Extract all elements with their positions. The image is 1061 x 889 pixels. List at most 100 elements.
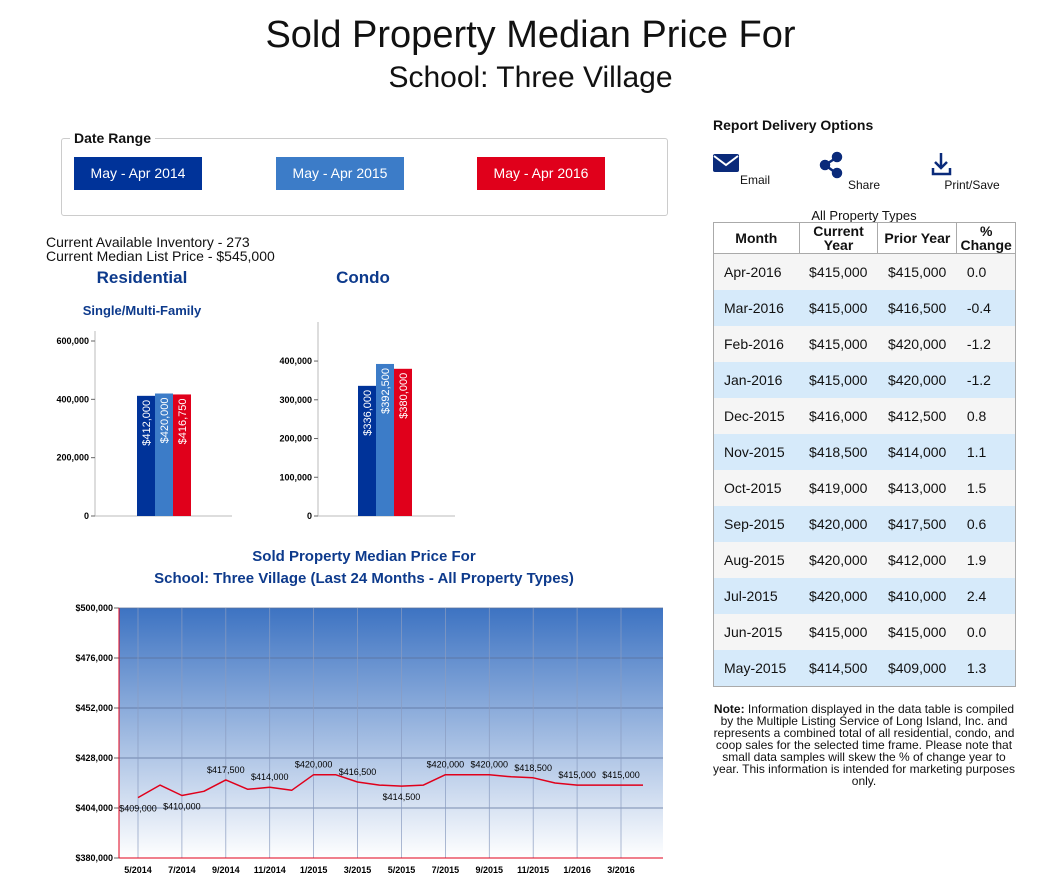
table-cell: $420,000 — [877, 362, 957, 398]
table-caption: All Property Types — [811, 208, 917, 223]
x-tick-label: 3/2015 — [344, 865, 372, 875]
table-cell: $420,000 — [799, 506, 878, 542]
data-label: $415,000 — [558, 770, 596, 780]
y-tick-label: $428,000 — [75, 753, 113, 763]
table-cell: -1.2 — [956, 326, 1016, 362]
table-cell: $415,000 — [799, 614, 878, 650]
delivery-icons — [713, 151, 952, 179]
page-title: Sold Property Median Price For — [265, 14, 796, 56]
table-cell: Jun-2015 — [713, 614, 800, 650]
date-range-button[interactable]: May - Apr 2015 — [276, 157, 404, 190]
chart-title: Condo — [336, 268, 390, 287]
table-cell: $415,000 — [799, 362, 878, 398]
table-cell: -1.2 — [956, 362, 1016, 398]
x-tick-label: 1/2015 — [300, 865, 328, 875]
table-row: Aug-2015 $420,000 $412,000 1.9 — [713, 542, 1016, 578]
bar — [155, 393, 173, 516]
data-label: $414,000 — [251, 772, 289, 782]
table-cell: 2.4 — [956, 578, 1016, 614]
x-tick-label: 7/2014 — [168, 865, 196, 875]
table-row: May-2015 $414,500 $409,000 1.3 — [713, 650, 1016, 687]
table-cell: $412,500 — [877, 398, 957, 434]
data-label: $417,500 — [207, 765, 245, 775]
table-row: Apr-2016 $415,000 $415,000 0.0 — [713, 253, 1016, 290]
delivery-option[interactable]: Share — [847, 178, 881, 192]
y-tick-label: 300,000 — [279, 395, 312, 405]
table-cell: $419,000 — [799, 470, 878, 506]
table-cell: Apr-2016 — [713, 253, 800, 290]
y-tick-label: 400,000 — [279, 356, 312, 366]
date-range-button[interactable]: May - Apr 2014 — [74, 157, 202, 190]
table-cell: $412,000 — [877, 542, 957, 578]
table-cell: 0.0 — [956, 253, 1016, 290]
bar — [173, 394, 191, 516]
page-subtitle: School: Three Village — [388, 61, 673, 94]
table-row: Jan-2016 $415,000 $420,000 -1.2 — [713, 362, 1016, 398]
table-cell: $415,000 — [799, 290, 878, 326]
table-cell: $415,000 — [799, 253, 878, 290]
print-icon[interactable] — [931, 153, 952, 176]
table-row: Jul-2015 $420,000 $410,000 2.4 — [713, 578, 1016, 614]
y-tick-label: $476,000 — [75, 653, 113, 663]
share-icon[interactable] — [819, 151, 843, 179]
bar-value-label: $412,000 — [141, 400, 153, 446]
table-cell: Mar-2016 — [713, 290, 800, 326]
column-header: % Change — [956, 222, 1016, 254]
data-label: $409,000 — [119, 804, 157, 814]
y-tick-label: 100,000 — [279, 472, 312, 482]
y-tick-label: 0 — [307, 511, 312, 521]
table-row: Nov-2015 $418,500 $414,000 1.1 — [713, 434, 1016, 470]
table-row: Oct-2015 $419,000 $413,000 1.5 — [713, 470, 1016, 506]
bar-value-label: $392,500 — [380, 368, 392, 414]
delivery-option[interactable]: Email — [739, 173, 770, 187]
table-cell: $417,500 — [877, 506, 957, 542]
table-row: Mar-2016 $415,000 $416,500 -0.4 — [713, 290, 1016, 326]
table-row: Sep-2015 $420,000 $417,500 0.6 — [713, 506, 1016, 542]
note-text: Information displayed in the data table … — [713, 702, 1015, 788]
table-cell: Feb-2016 — [713, 326, 800, 362]
table-cell: $415,000 — [877, 253, 957, 290]
table-cell: $414,500 — [799, 650, 878, 687]
table-row: Jun-2015 $415,000 $415,000 0.0 — [713, 614, 1016, 650]
delivery-option[interactable]: Print/Save — [944, 178, 1000, 192]
inventory-line: Current Median List Price - $545,000 — [46, 248, 275, 264]
x-tick-label: 11/2015 — [517, 865, 549, 875]
table-cell: $420,000 — [877, 326, 957, 362]
table-cell: $413,000 — [877, 470, 957, 506]
table-cell: Oct-2015 — [713, 470, 800, 506]
data-label: $420,000 — [470, 760, 508, 770]
chart-title: Sold Property Median Price For — [252, 548, 476, 565]
x-tick-label: 1/2016 — [563, 865, 591, 875]
date-range-label: Date Range — [70, 130, 156, 146]
column-header: Month — [713, 222, 800, 254]
table-cell: Sep-2015 — [713, 506, 800, 542]
table-row: Dec-2015 $416,000 $412,500 0.8 — [713, 398, 1016, 434]
y-tick-label: 200,000 — [56, 453, 89, 463]
date-range-button[interactable]: May - Apr 2016 — [477, 157, 605, 190]
x-tick-label: 5/2015 — [388, 865, 416, 875]
y-tick-label: 200,000 — [279, 434, 312, 444]
bar-value-label: $416,750 — [177, 398, 189, 444]
table-cell: 1.5 — [956, 470, 1016, 506]
y-tick-label: 0 — [84, 511, 89, 521]
note: Note: Information displayed in the data … — [713, 703, 1015, 787]
header-row: Month Current Year Prior Year% Change — [713, 222, 1016, 254]
y-tick-label: $380,000 — [75, 853, 113, 863]
table-cell: 1.9 — [956, 542, 1016, 578]
email-icon[interactable] — [713, 154, 739, 172]
y-tick-label: $500,000 — [75, 603, 113, 613]
table-cell: Dec-2015 — [713, 398, 800, 434]
table-cell: $409,000 — [877, 650, 957, 687]
x-tick-label: 9/2015 — [476, 865, 504, 875]
table-cell: Jul-2015 — [713, 578, 800, 614]
bar — [137, 395, 155, 516]
table-cell: 0.8 — [956, 398, 1016, 434]
table-cell: $415,000 — [877, 614, 957, 650]
table-cell: 1.3 — [956, 650, 1016, 687]
data-label: $420,000 — [427, 760, 465, 770]
bar — [358, 385, 376, 516]
x-tick-label: 7/2015 — [432, 865, 460, 875]
table-cell: Jan-2016 — [713, 362, 800, 398]
table-cell: $418,500 — [799, 434, 878, 470]
column-header: Current Year — [798, 222, 879, 254]
